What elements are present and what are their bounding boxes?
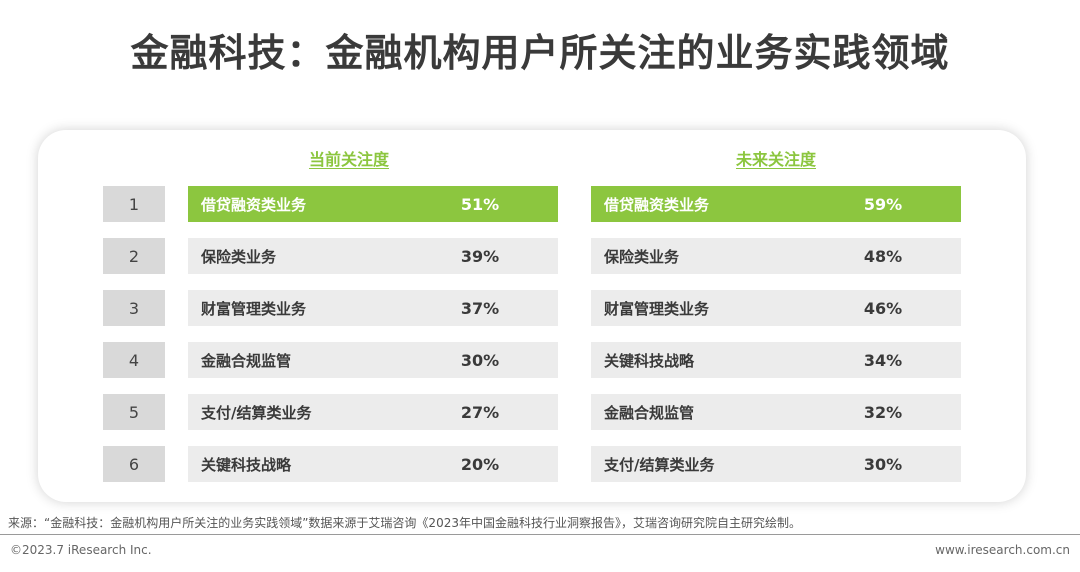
future-row: 借贷融资类业务 59% xyxy=(591,186,961,222)
current-attention-header: 当前关注度 xyxy=(308,150,389,169)
current-item-label: 支付/结算类业务 xyxy=(201,403,312,422)
future-item-value: 34% xyxy=(863,350,903,370)
current-row: 支付/结算类业务 27% xyxy=(188,394,558,430)
current-item-value: 37% xyxy=(460,298,500,318)
current-item-label: 金融合规监管 xyxy=(201,351,292,370)
future-item-label: 关键科技战略 xyxy=(604,351,695,370)
copyright-text: ©2023.7 iResearch Inc. xyxy=(10,543,152,557)
current-item-label: 关键科技战略 xyxy=(201,455,292,474)
page-title: 金融科技：金融机构用户所关注的业务实践领域 xyxy=(130,31,950,75)
rank-cell: 5 xyxy=(103,394,165,430)
future-attention-header: 未来关注度 xyxy=(735,150,816,169)
future-item-label: 借贷融资类业务 xyxy=(604,195,710,214)
current-row: 金融合规监管 30% xyxy=(188,342,558,378)
current-item-value: 20% xyxy=(460,454,500,474)
future-row: 金融合规监管 32% xyxy=(591,394,961,430)
future-row: 保险类业务 48% xyxy=(591,238,961,274)
future-item-label: 财富管理类业务 xyxy=(604,299,710,318)
current-item-label: 财富管理类业务 xyxy=(201,299,307,318)
future-item-label: 支付/结算类业务 xyxy=(604,455,715,474)
future-item-label: 保险类业务 xyxy=(604,247,680,266)
footer-divider xyxy=(0,534,1080,535)
current-item-label: 保险类业务 xyxy=(201,247,277,266)
future-item-value: 46% xyxy=(863,298,903,318)
website-link[interactable]: www.iresearch.com.cn xyxy=(935,543,1070,557)
future-row: 关键科技战略 34% xyxy=(591,342,961,378)
rank-cell: 4 xyxy=(103,342,165,378)
future-item-value: 30% xyxy=(863,454,903,474)
future-row: 财富管理类业务 46% xyxy=(591,290,961,326)
future-item-value: 48% xyxy=(863,246,903,266)
current-row: 保险类业务 39% xyxy=(188,238,558,274)
future-row: 支付/结算类业务 30% xyxy=(591,446,961,482)
rank-cell: 2 xyxy=(103,238,165,274)
current-item-value: 39% xyxy=(460,246,500,266)
rank-cell: 1 xyxy=(103,186,165,222)
current-row: 关键科技战略 20% xyxy=(188,446,558,482)
current-item-label: 借贷融资类业务 xyxy=(201,195,307,214)
future-item-label: 金融合规监管 xyxy=(604,403,695,422)
future-item-value: 32% xyxy=(863,402,903,422)
current-row: 借贷融资类业务 51% xyxy=(188,186,558,222)
rank-cell: 6 xyxy=(103,446,165,482)
current-item-value: 51% xyxy=(460,194,500,214)
source-note: 来源：“金融科技：金融机构用户所关注的业务实践领域”数据来源于艾瑞咨询《2023… xyxy=(8,516,801,530)
current-item-value: 27% xyxy=(460,402,500,422)
current-row: 财富管理类业务 37% xyxy=(188,290,558,326)
future-item-value: 59% xyxy=(863,194,903,214)
rank-cell: 3 xyxy=(103,290,165,326)
current-item-value: 30% xyxy=(460,350,500,370)
